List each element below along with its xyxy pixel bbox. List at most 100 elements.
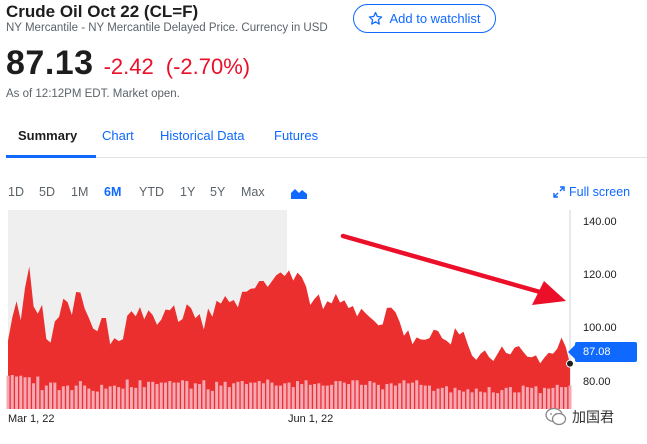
volume-bar <box>321 385 325 409</box>
volume-bar <box>491 392 495 409</box>
volume-bar <box>10 375 14 409</box>
volume-bar <box>125 379 129 409</box>
volume-bar <box>313 384 317 409</box>
volume-bar <box>428 385 431 409</box>
volume-bar <box>487 387 491 409</box>
volume-bar <box>296 381 299 409</box>
full-screen-button[interactable]: Full screen <box>553 185 630 199</box>
volume-bar <box>189 388 193 409</box>
y-tick-label: 100.00 <box>583 322 617 335</box>
volume-bar <box>351 380 355 409</box>
trend-arrow-head <box>532 281 566 305</box>
volume-bar <box>274 385 278 409</box>
volume-bar <box>513 392 517 409</box>
add-to-watchlist-label: Add to watchlist <box>389 11 481 26</box>
tab-historical-data[interactable]: Historical Data <box>160 128 245 143</box>
volume-bar <box>27 377 31 409</box>
volume-bar <box>364 384 368 409</box>
full-screen-label: Full screen <box>569 185 631 199</box>
range-1d[interactable]: 1D <box>8 185 24 199</box>
last-price-dot <box>566 359 574 368</box>
current-price: 87.13 <box>6 44 94 82</box>
volume-bar <box>210 390 214 409</box>
tab-summary[interactable]: Summary <box>18 128 78 143</box>
volume-bar <box>66 385 70 409</box>
range-6m[interactable]: 6M <box>104 185 122 199</box>
volume-bars-overlay <box>6 375 572 409</box>
volume-bar <box>227 387 231 409</box>
range-5d[interactable]: 5D <box>39 185 55 199</box>
x-tick-label: Jun 1, 22 <box>288 413 334 425</box>
volume-bar <box>104 388 108 409</box>
volume-bar <box>121 388 125 409</box>
x-tick-label: Mar 1, 22 <box>8 413 55 425</box>
volume-bar <box>347 384 351 409</box>
volume-bar <box>330 384 334 409</box>
volume-bar <box>338 381 342 409</box>
wechat-logo-icon <box>545 407 567 426</box>
volume-bar <box>219 385 223 409</box>
volume-bar <box>483 392 487 409</box>
volume-bar <box>253 382 257 409</box>
volume-bar <box>496 393 500 409</box>
volume-bar <box>376 384 380 409</box>
range-1m[interactable]: 1M <box>71 185 89 199</box>
range-5y[interactable]: 5Y <box>210 185 226 199</box>
volume-bar <box>40 390 44 409</box>
volume-bar <box>440 387 444 409</box>
volume-bar <box>355 380 359 409</box>
volume-bar <box>359 384 363 409</box>
y-tick-label: 80.00 <box>583 375 611 388</box>
volume-bar <box>479 391 483 409</box>
add-to-watchlist-button[interactable]: Add to watchlist <box>353 4 496 33</box>
volume-bar <box>147 381 150 409</box>
volume-bar <box>202 380 206 409</box>
price-chart[interactable]: 140.00 120.00 100.00 80.00 Mar 1, 22 Jun… <box>0 205 647 444</box>
volume-bar <box>159 382 163 409</box>
volume-bar <box>108 386 112 409</box>
range-ytd[interactable]: YTD <box>139 185 164 199</box>
page-title: Crude Oil Oct 22 (CL=F) <box>6 2 199 21</box>
volume-bar <box>232 383 236 409</box>
tab-chart[interactable]: Chart <box>102 128 134 143</box>
volume-bar <box>70 390 74 409</box>
volume-bar <box>270 382 274 409</box>
range-1y[interactable]: 1Y <box>180 185 196 199</box>
volume-bar <box>236 381 240 409</box>
volume-bar <box>151 381 155 409</box>
volume-bar <box>304 380 308 409</box>
volume-bar <box>57 390 61 409</box>
volume-bar <box>244 384 248 409</box>
volume-bar <box>555 384 559 409</box>
star-icon <box>369 11 383 25</box>
y-tick-label: 120.00 <box>583 269 617 282</box>
tab-futures[interactable]: Futures <box>274 128 319 143</box>
volume-bar <box>504 387 508 409</box>
volume-bar <box>530 387 534 409</box>
volume-bar <box>193 383 197 409</box>
volume-bar <box>393 385 397 409</box>
volume-bar <box>215 381 219 409</box>
volume-bar <box>223 381 227 409</box>
volume-bar <box>61 386 65 409</box>
volume-bar <box>138 380 142 409</box>
volume-bar <box>402 380 406 409</box>
volume-bar <box>100 384 104 409</box>
volume-bar <box>117 387 121 409</box>
watermark: 加国君 <box>545 406 614 428</box>
mountain-chart-icon[interactable] <box>290 186 308 200</box>
volume-bar <box>164 382 168 409</box>
volume-bar <box>32 383 36 409</box>
volume-bar <box>381 389 385 409</box>
trend-arrow-shaft <box>340 233 543 295</box>
volume-bar <box>568 385 572 409</box>
volume-bar <box>283 383 287 409</box>
volume-bar <box>432 390 436 409</box>
volume-bar <box>155 384 159 409</box>
volume-bar <box>559 387 563 409</box>
volume-bar <box>129 387 133 409</box>
volume-bar <box>142 387 146 409</box>
range-max[interactable]: Max <box>241 185 265 199</box>
y-tick-label: 140.00 <box>583 216 617 229</box>
volume-bar <box>564 387 568 409</box>
